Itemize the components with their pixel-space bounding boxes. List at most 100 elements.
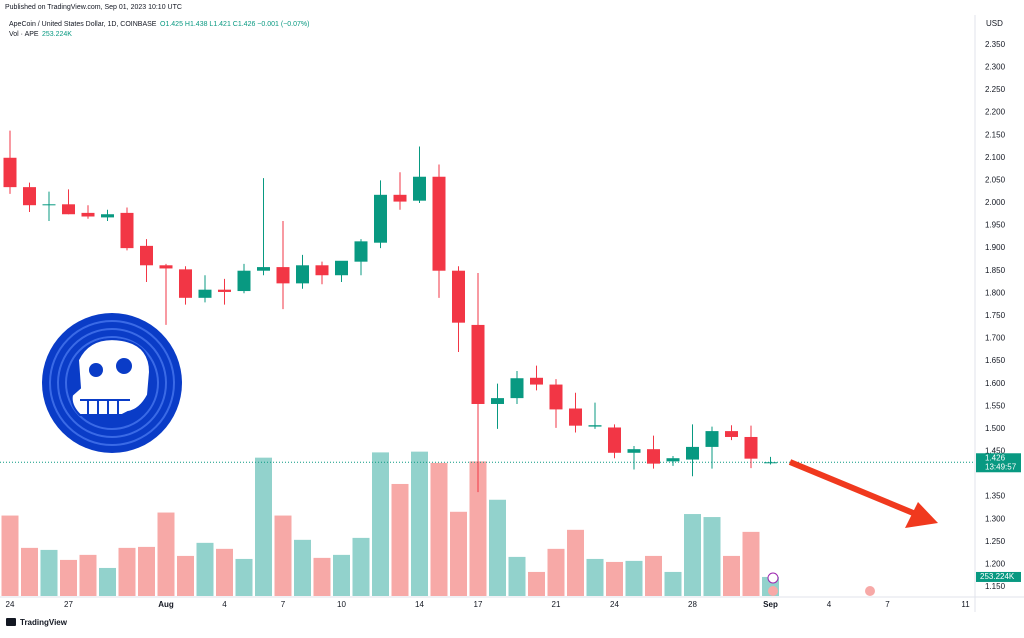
x-tick-label: 4 (827, 600, 832, 609)
y-tick-label: 1.650 (985, 356, 1006, 365)
volume-bar (625, 560, 643, 596)
candle-body (530, 377, 543, 385)
x-tick-label: 14 (415, 600, 424, 609)
candle-body (549, 384, 563, 410)
y-tick-label: 1.450 (985, 447, 1006, 456)
volume-bar (138, 546, 155, 596)
currency-label: USD (986, 19, 1003, 28)
last-price-label: 1.426 (985, 453, 1006, 462)
y-tick-label: 1.950 (985, 221, 1006, 230)
ohlc-legend: O1.425 H1.438 L1.421 C1.426 −0.001 (−0.0… (160, 21, 309, 28)
volume-bar (255, 457, 272, 596)
countdown-label: 13:49:57 (985, 462, 1017, 471)
volume-legend-value: 253.224K (42, 31, 72, 38)
x-tick-label: 7 (281, 600, 286, 609)
y-tick-label: 2.300 (985, 63, 1006, 72)
volume-bar (79, 554, 97, 596)
candle-body (432, 176, 446, 271)
candle-body (491, 398, 504, 404)
volume-bar (508, 556, 526, 596)
x-tick-label: 28 (688, 600, 697, 609)
y-tick-label: 1.600 (985, 379, 1006, 388)
candle-body (81, 212, 95, 217)
y-tick-label: 2.350 (985, 40, 1006, 49)
volume-bar (118, 547, 136, 596)
footer-brand: TradingView (20, 618, 68, 627)
candle-body (452, 270, 465, 323)
candle-body (510, 378, 524, 399)
candle-body (764, 462, 777, 464)
volume-bar (703, 517, 721, 596)
candle-body (42, 204, 56, 206)
volume-bar (196, 542, 214, 596)
volume-bar (469, 461, 487, 596)
candle-body (296, 265, 309, 284)
x-tick-label: 24 (610, 600, 619, 609)
y-tick-label: 1.500 (985, 424, 1006, 433)
volume-bar (684, 514, 701, 596)
volume-bar (333, 554, 350, 596)
y-tick-label: 1.150 (985, 582, 1006, 591)
footer: TradingView (6, 618, 68, 627)
y-tick-label: 1.900 (985, 243, 1006, 252)
x-tick-label: 27 (64, 600, 73, 609)
volume-bar (157, 512, 175, 596)
candle-body (140, 245, 153, 266)
candle-body (627, 449, 641, 453)
candle-body (686, 446, 699, 460)
volume-bar (372, 452, 389, 596)
volume-bar (1, 515, 19, 596)
published-note: Published on TradingView.com, Sep 01, 20… (5, 4, 182, 11)
x-tick-label: 17 (474, 600, 483, 609)
candle-body (3, 157, 17, 188)
volume-bar (606, 561, 623, 596)
candle-body (666, 458, 680, 462)
volume-bar (489, 499, 506, 596)
y-tick-label: 2.000 (985, 198, 1006, 207)
candle-body (198, 289, 212, 298)
candle-body (588, 425, 602, 427)
x-tick-label: 21 (552, 600, 561, 609)
volume-bar (645, 555, 662, 596)
candle-body (647, 449, 660, 464)
volume-bar (430, 462, 448, 596)
candle-body (705, 431, 719, 447)
y-tick-label: 1.200 (985, 559, 1006, 568)
volume-title: Vol · APE (9, 31, 39, 38)
y-tick-label: 2.150 (985, 130, 1006, 139)
candle-body (101, 214, 114, 218)
candle-body (218, 289, 231, 292)
apecoin-logo (42, 313, 182, 453)
y-tick-label: 1.850 (985, 266, 1006, 275)
y-tick-label: 1.800 (985, 288, 1006, 297)
y-tick-label: 2.250 (985, 85, 1006, 94)
volume-bar (567, 529, 584, 596)
last-volume-box (976, 571, 1021, 582)
volume-bar (352, 537, 370, 596)
x-tick-label: Aug (158, 600, 174, 609)
x-tick-label: 4 (222, 600, 227, 609)
volume-bar (99, 567, 116, 596)
x-tick-label: 24 (6, 600, 15, 609)
y-tick-label: 2.050 (985, 175, 1006, 184)
y-tick-label: 1.700 (985, 334, 1006, 343)
y-tick-label: 1.300 (985, 514, 1006, 523)
candle-body (335, 260, 348, 276)
volume-bar (547, 548, 565, 596)
volume-bar (235, 558, 253, 596)
volume-bar (742, 531, 760, 596)
symbol-title: ApeCoin / United States Dollar, 1D, COIN… (9, 21, 157, 28)
candle-body (413, 176, 426, 201)
x-tick-label: 7 (885, 600, 890, 609)
candle-body (179, 269, 192, 298)
candle-body (393, 194, 407, 202)
x-tick-label: 11 (961, 600, 970, 609)
volume-bar (40, 549, 58, 596)
volume-bar (60, 559, 77, 596)
plot-area (0, 130, 975, 596)
candle-body (159, 265, 173, 269)
candle-body (608, 427, 621, 453)
